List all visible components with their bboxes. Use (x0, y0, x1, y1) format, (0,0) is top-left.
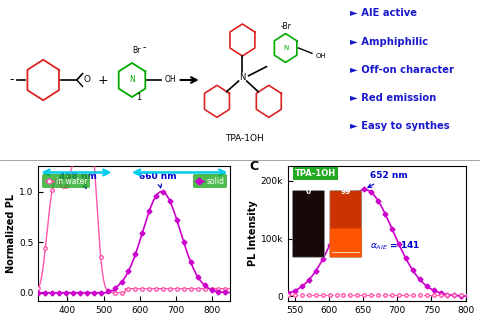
Text: -: - (142, 42, 146, 52)
Text: OH: OH (164, 76, 176, 84)
Text: 458 nm: 458 nm (60, 172, 97, 188)
Text: N: N (129, 76, 135, 84)
Y-axis label: Normalized PL: Normalized PL (6, 194, 16, 273)
Text: C: C (249, 160, 258, 173)
Text: TPA-1OH: TPA-1OH (226, 134, 264, 143)
Y-axis label: PL Intensity: PL Intensity (248, 201, 258, 267)
Text: 652 nm: 652 nm (368, 171, 408, 188)
Text: -Br: -Br (280, 22, 291, 31)
Text: ► Amphiphilic: ► Amphiphilic (350, 36, 429, 47)
Text: ► Easy to synthes: ► Easy to synthes (350, 121, 450, 132)
Text: -: - (9, 74, 13, 86)
Legend: solid: solid (192, 174, 227, 188)
Text: N: N (239, 73, 246, 82)
Text: OH: OH (316, 53, 326, 59)
Text: TPA-1OH: TPA-1OH (295, 169, 336, 178)
Text: ► Off-on character: ► Off-on character (350, 65, 455, 75)
Text: 660 nm: 660 nm (139, 172, 177, 188)
Text: O: O (84, 76, 91, 84)
Text: 1: 1 (137, 92, 142, 101)
Text: ► AIE active: ► AIE active (350, 8, 418, 18)
Text: Br: Br (132, 46, 141, 55)
Text: ► Red emission: ► Red emission (350, 93, 437, 103)
Text: N: N (283, 45, 288, 51)
Text: +: + (98, 74, 108, 86)
Text: $\alpha_{AIE}$ = 141: $\alpha_{AIE}$ = 141 (370, 240, 420, 252)
